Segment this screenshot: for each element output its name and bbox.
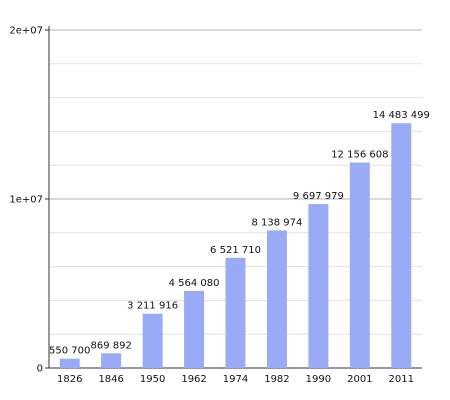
value-label-1826: 550 700	[49, 346, 90, 357]
x-tick-label-1990: 1990	[306, 374, 331, 385]
x-tick-label-2001: 2001	[347, 374, 372, 385]
bar-1982	[266, 230, 287, 368]
value-label-2001: 12 156 608	[331, 150, 388, 161]
x-tick-label-1826: 1826	[57, 374, 82, 385]
x-tick-label-1974: 1974	[223, 374, 248, 385]
y-tick-label: 1e+07	[9, 195, 43, 206]
value-label-1846: 869 892	[90, 340, 131, 351]
bar-1826	[59, 358, 80, 368]
bar-2011	[391, 123, 412, 368]
bar-1950	[142, 313, 163, 368]
x-tick-label-2011: 2011	[389, 374, 414, 385]
bars	[59, 123, 412, 368]
value-label-2011: 14 483 499	[373, 110, 430, 121]
bar-1990	[308, 204, 329, 368]
bar-2001	[349, 162, 370, 368]
value-label-1982: 8 138 974	[251, 217, 302, 228]
value-label-1974: 6 521 710	[210, 245, 261, 256]
x-tick-label-1846: 1846	[98, 374, 123, 385]
y-tick-label: 0	[37, 364, 43, 375]
y-tick-label: 2e+07	[9, 26, 43, 37]
bar-1846	[101, 353, 122, 368]
x-tick-label-1950: 1950	[140, 374, 165, 385]
grid-lines	[49, 29, 422, 335]
bar-1962	[184, 290, 205, 368]
value-label-1950: 3 211 916	[127, 301, 178, 312]
x-tick-label-1962: 1962	[181, 374, 206, 385]
value-label-1962: 4 564 080	[169, 278, 220, 289]
bar-1974	[225, 257, 246, 368]
value-label-1990: 9 697 979	[293, 191, 344, 202]
x-tick-label-1982: 1982	[264, 374, 289, 385]
labels: 0 1e+07 2e+07 550 700 1826 869 892 1846 3 211 9…	[9, 26, 430, 386]
